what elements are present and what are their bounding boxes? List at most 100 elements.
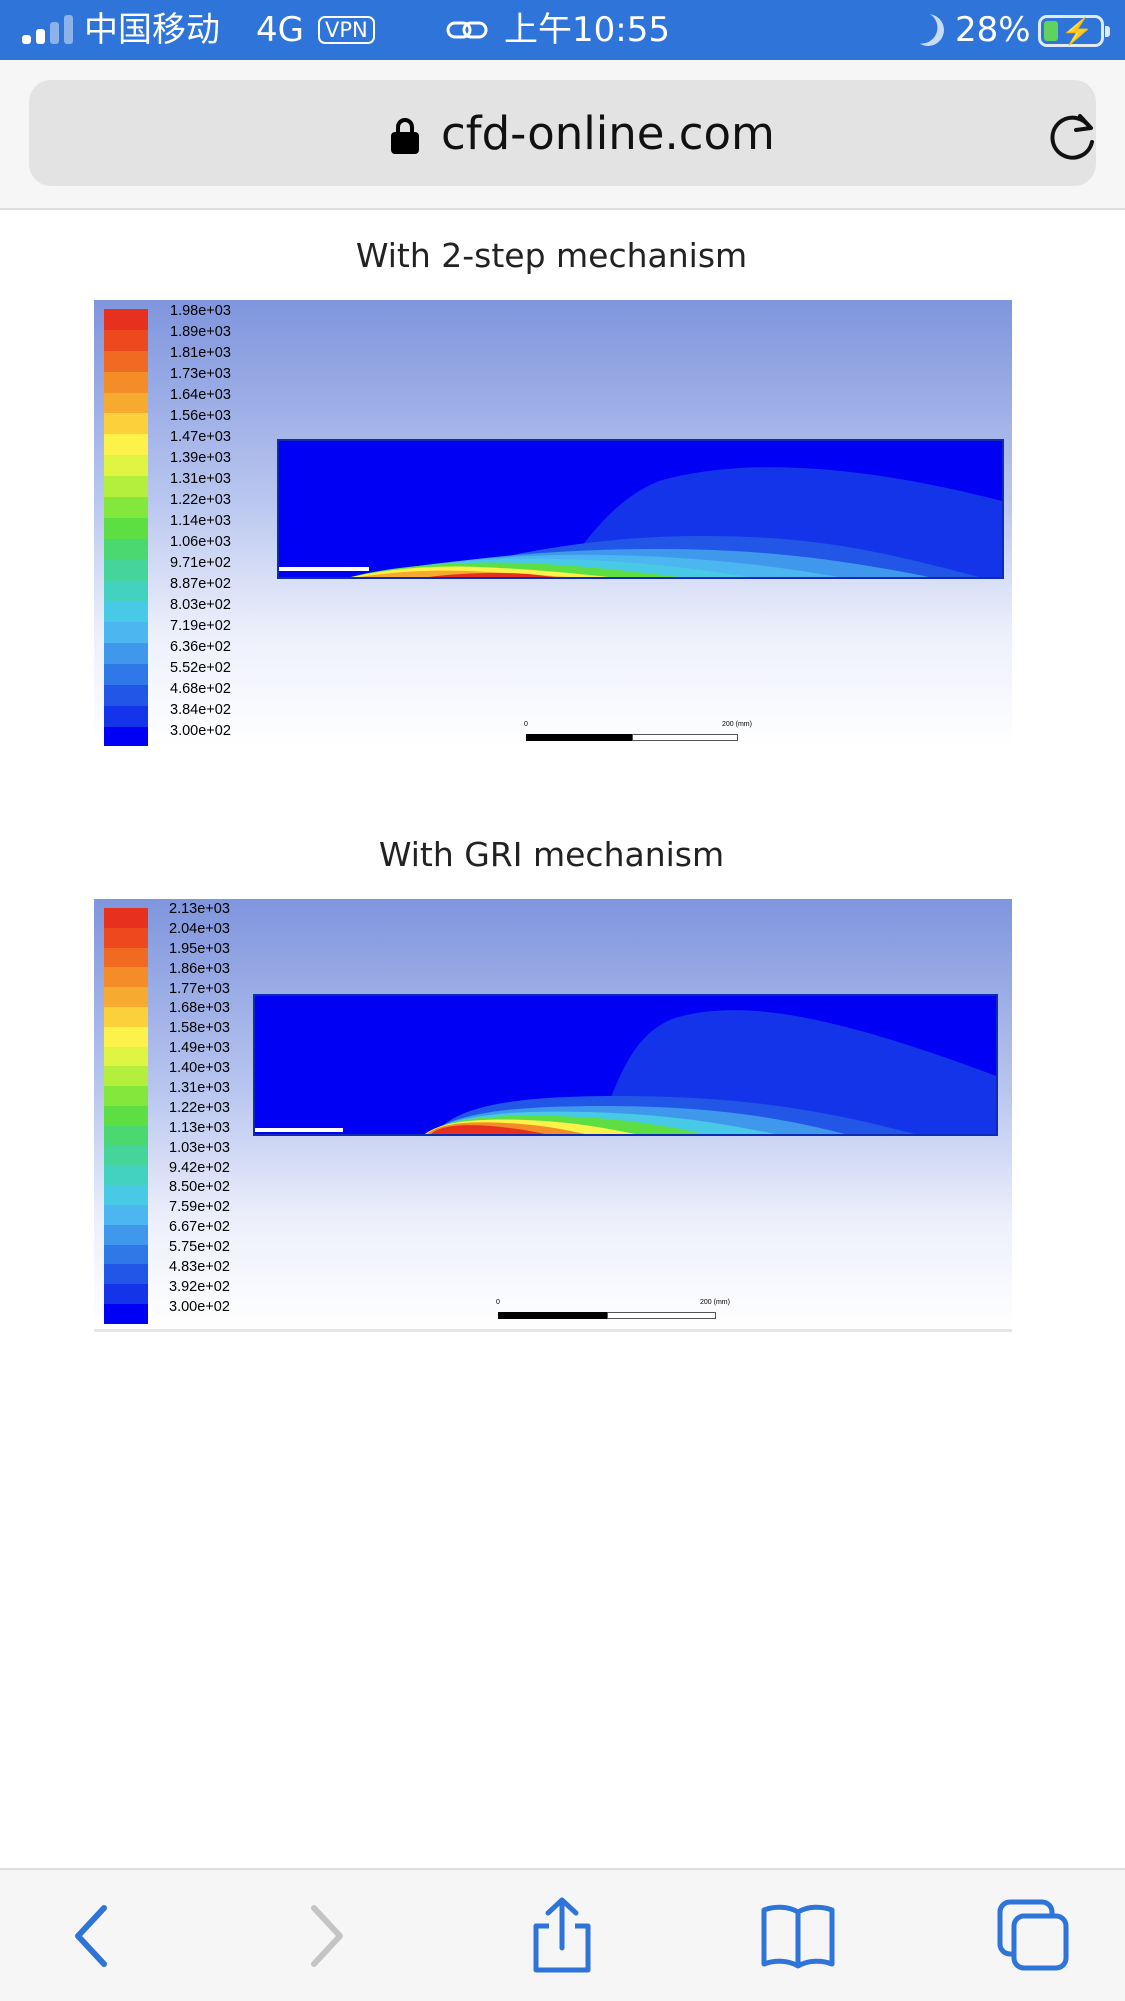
legend-swatch [104, 1026, 148, 1047]
legend-swatch [104, 434, 148, 456]
share-icon[interactable] [522, 1896, 602, 1976]
forward-icon[interactable] [286, 1896, 366, 1976]
combustor-domain [253, 994, 998, 1136]
browser-toolbar: cfd-online.com [0, 60, 1125, 210]
legend-swatch [104, 1244, 148, 1265]
address-bar[interactable]: cfd-online.com [29, 80, 1096, 186]
legend-tick-label: 9.71e+02 [170, 555, 231, 571]
link-icon [446, 21, 488, 39]
inlet-wall [255, 1128, 343, 1132]
legend-swatch [104, 664, 148, 686]
legend-tick-label: 1.40e+03 [169, 1060, 230, 1077]
legend-swatch [104, 967, 148, 988]
legend-swatch [104, 1125, 148, 1146]
legend-tick-label: 8.50e+02 [169, 1179, 230, 1196]
legend-swatch [104, 622, 148, 644]
signal-icon [22, 14, 74, 44]
legend-tick-label: 5.52e+02 [170, 660, 231, 676]
scale-end-label: 200 (mm) [722, 721, 752, 728]
legend-tick-label: 3.84e+02 [170, 702, 231, 718]
legend-swatch [104, 1066, 148, 1087]
legend-swatch [104, 1303, 148, 1324]
legend-tick-label: 1.49e+03 [169, 1040, 230, 1057]
url-domain[interactable]: cfd-online.com [441, 107, 775, 160]
legend-tick-label: 1.68e+03 [169, 1000, 230, 1017]
vpn-badge: VPN [318, 16, 375, 44]
temperature-contour [351, 467, 1002, 577]
legend-tick-label: 4.68e+02 [170, 681, 231, 697]
legend-swatch [104, 538, 148, 560]
legend-swatch [104, 1264, 148, 1285]
bottom-toolbar [0, 1868, 1125, 2001]
moon-icon [907, 9, 948, 50]
battery-percent: 28% [955, 10, 1031, 50]
legend-swatch [104, 947, 148, 968]
legend-swatch [104, 455, 148, 477]
legend-swatch [104, 643, 148, 665]
carrier-label: 中国移动 [84, 10, 220, 50]
legend-tick-label: 6.67e+02 [169, 1219, 230, 1236]
legend-swatch [104, 908, 148, 928]
tabs-icon[interactable] [994, 1896, 1074, 1976]
legend-tick-label: 2.13e+03 [169, 901, 230, 917]
scale-bar: 0 200 (mm) [524, 721, 752, 741]
legend-tick-label: 7.19e+02 [170, 618, 231, 634]
legend-tick-label: 1.22e+03 [169, 1099, 230, 1116]
combustor-domain [277, 439, 1004, 579]
bookmarks-icon[interactable] [758, 1896, 838, 1976]
legend-tick-label: 7.59e+02 [169, 1199, 230, 1216]
legend-tick-label: 1.06e+03 [170, 534, 231, 550]
legend-tick-label: 3.00e+02 [170, 723, 231, 739]
legend-tick-label: 1.22e+03 [170, 492, 231, 508]
legend-tick-label: 1.31e+03 [170, 471, 231, 487]
figure-title: With GRI mechanism [378, 835, 725, 874]
color-legend [104, 309, 148, 746]
legend-swatch [104, 517, 148, 539]
legend-tick-label: 8.87e+02 [170, 576, 231, 592]
legend-swatch [104, 476, 148, 498]
legend-tick-label: 2.04e+03 [169, 920, 230, 937]
inlet-wall [279, 567, 369, 571]
legend-tick-label: 1.77e+03 [169, 980, 230, 997]
scale-bar: 0 200 (mm) [496, 1299, 730, 1319]
reload-icon[interactable] [1044, 106, 1104, 166]
temperature-contour [425, 1010, 996, 1134]
figure-title: With 2-step mechanism [355, 236, 748, 275]
legend-tick-label: 1.86e+03 [169, 960, 230, 977]
legend-swatch [104, 705, 148, 727]
legend-swatch [104, 1006, 148, 1027]
network-label: 4G [256, 10, 304, 50]
legend-swatch [104, 1185, 148, 1205]
legend-swatch [104, 1224, 148, 1245]
legend-swatch [104, 1284, 148, 1304]
legend-swatch [104, 726, 148, 746]
legend-swatch [104, 1086, 148, 1106]
legend-swatch [104, 1145, 148, 1166]
legend-swatch [104, 497, 148, 518]
legend-swatch [104, 392, 148, 414]
legend-tick-label: 1.64e+03 [170, 387, 231, 403]
scale-end-label: 200 (mm) [700, 1299, 730, 1306]
legend-swatch [104, 329, 148, 351]
legend-swatch [104, 580, 148, 602]
legend-swatch [104, 371, 148, 393]
legend-tick-label: 1.95e+03 [169, 940, 230, 957]
lock-icon [391, 118, 419, 154]
legend-tick-label: 8.03e+02 [170, 597, 231, 613]
legend-swatch [104, 1105, 148, 1126]
color-legend [104, 908, 148, 1324]
legend-tick-label: 1.39e+03 [170, 450, 231, 466]
back-icon[interactable] [52, 1896, 132, 1976]
legend-tick-label: 1.98e+03 [170, 303, 231, 319]
content-divider [94, 1329, 1012, 1332]
legend-tick-label: 1.89e+03 [170, 324, 231, 340]
legend-swatch [104, 309, 148, 330]
legend-tick-label: 1.14e+03 [170, 513, 231, 529]
legend-tick-label: 1.03e+03 [169, 1139, 230, 1156]
legend-tick-label: 5.75e+02 [169, 1239, 230, 1256]
legend-tick-label: 4.83e+02 [169, 1259, 230, 1276]
legend-swatch [104, 350, 148, 372]
contour-figure: 2.13e+03 2.04e+03 1.95e+03 1.86e+03 1.77e+03… [94, 899, 1012, 1329]
legend-labels: 1.98e+03 1.89e+03 1.81e+03 1.73e+03 1.64e+03… [170, 301, 290, 742]
